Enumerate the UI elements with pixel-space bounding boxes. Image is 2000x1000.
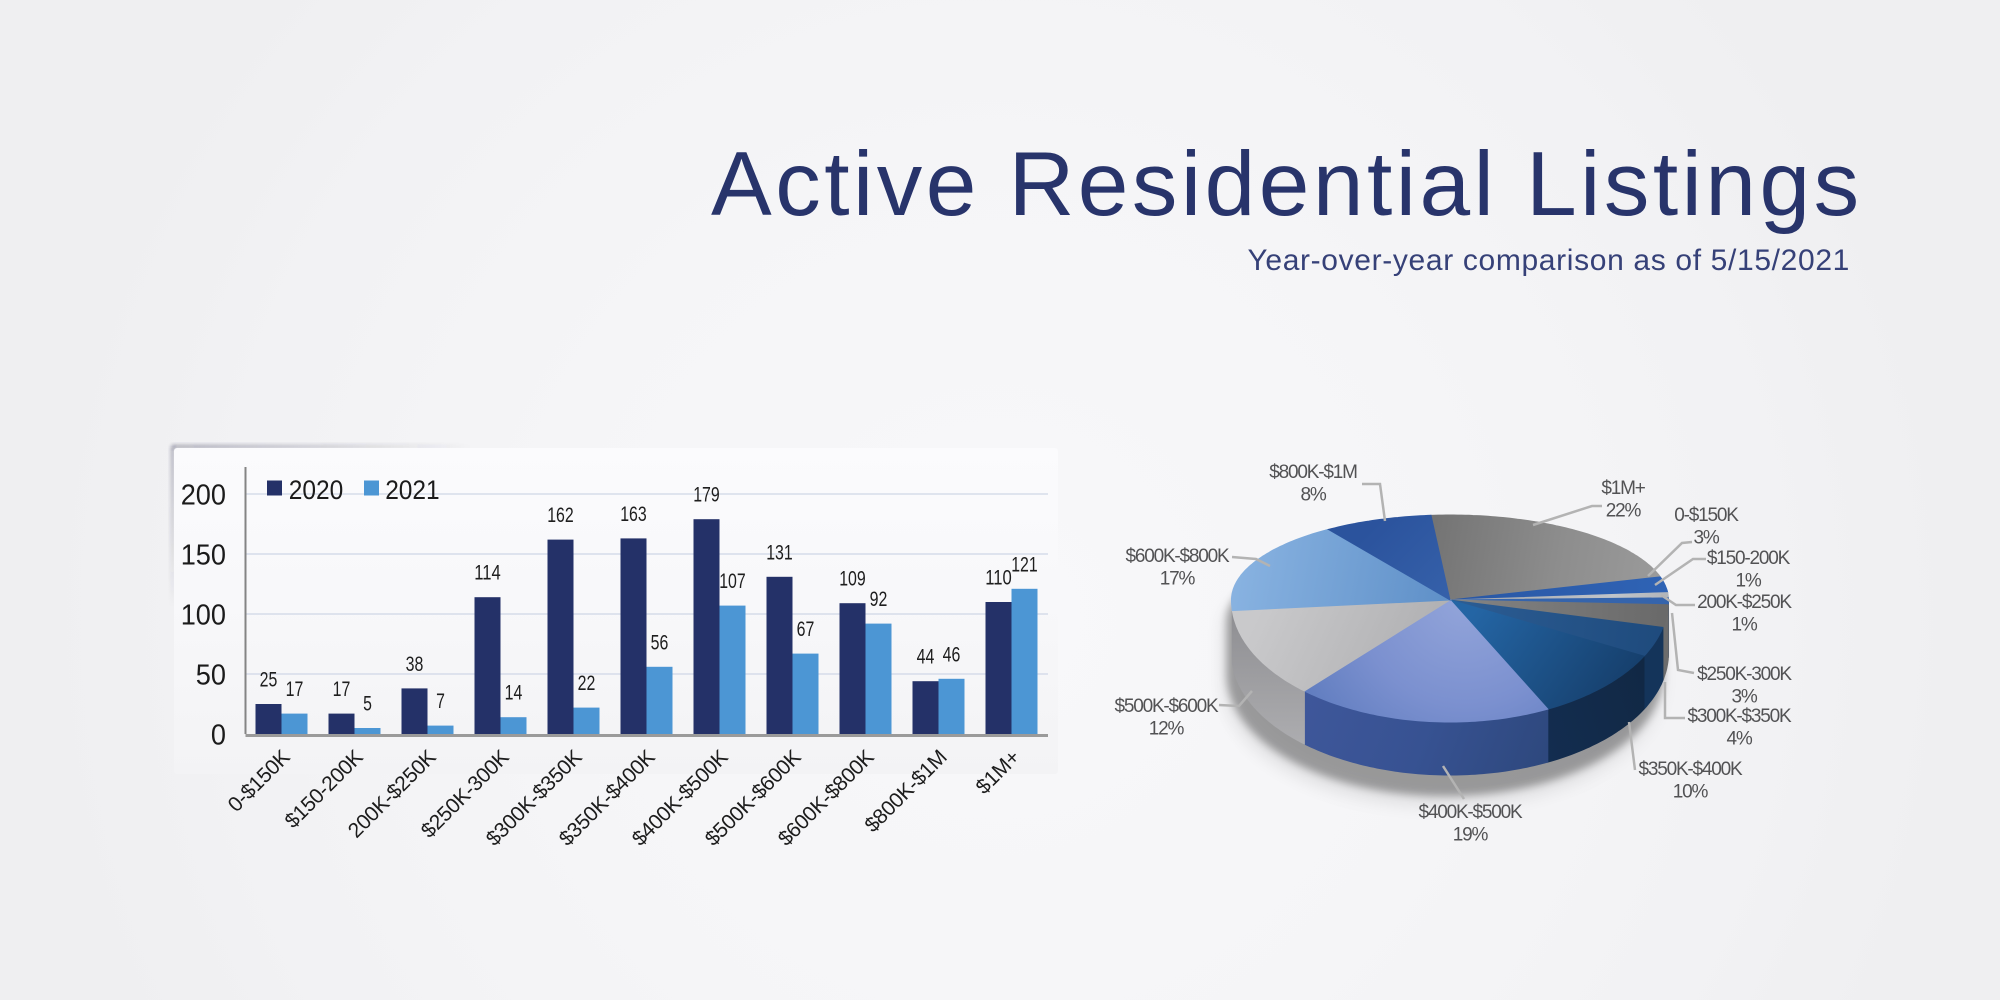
svg-text:44: 44 (917, 646, 935, 669)
svg-text:19%: 19% (1453, 825, 1489, 846)
svg-text:$500K-$600K: $500K-$600K (1114, 696, 1219, 717)
svg-text:14: 14 (505, 682, 523, 705)
svg-text:121: 121 (1011, 553, 1037, 576)
svg-text:0: 0 (211, 720, 226, 752)
svg-text:92: 92 (870, 588, 888, 611)
svg-text:22%: 22% (1606, 501, 1642, 522)
svg-text:179: 179 (693, 484, 720, 507)
svg-text:Year-over-year comparison as o: Year-over-year comparison as of 5/15/202… (1247, 244, 1850, 277)
svg-text:25: 25 (260, 669, 278, 692)
svg-text:163: 163 (620, 503, 647, 526)
svg-text:17%: 17% (1160, 569, 1196, 590)
svg-text:131: 131 (766, 541, 793, 564)
svg-text:162: 162 (547, 504, 574, 527)
svg-text:200K-$250K: 200K-$250K (1697, 592, 1792, 613)
svg-text:110: 110 (985, 567, 1012, 590)
svg-text:150: 150 (181, 540, 226, 572)
svg-text:3%: 3% (1693, 528, 1719, 549)
svg-text:7: 7 (436, 690, 445, 713)
svg-text:$350K-$400K: $350K-$400K (1638, 759, 1743, 780)
svg-text:4%: 4% (1726, 729, 1752, 750)
svg-text:3%: 3% (1731, 687, 1757, 708)
svg-text:2021: 2021 (385, 475, 440, 505)
svg-text:46: 46 (943, 643, 961, 666)
svg-text:200: 200 (181, 480, 226, 512)
svg-text:12%: 12% (1149, 719, 1185, 740)
svg-text:2020: 2020 (289, 475, 344, 505)
svg-text:0-$150K: 0-$150K (1674, 505, 1739, 526)
svg-text:$300K-$350K: $300K-$350K (1687, 706, 1792, 727)
svg-text:$600K-$800K: $600K-$800K (1125, 546, 1230, 567)
svg-text:17: 17 (333, 678, 351, 701)
svg-text:$400K-$500K: $400K-$500K (1418, 802, 1523, 823)
svg-text:1%: 1% (1735, 571, 1761, 592)
svg-text:1%: 1% (1731, 615, 1757, 636)
svg-text:17: 17 (286, 678, 304, 701)
svg-text:109: 109 (839, 568, 866, 591)
svg-text:$1M+: $1M+ (1601, 478, 1645, 499)
svg-text:38: 38 (406, 653, 424, 676)
svg-text:$800K-$1M: $800K-$1M (1269, 462, 1357, 483)
svg-text:10%: 10% (1673, 782, 1709, 803)
svg-text:107: 107 (719, 570, 746, 593)
svg-text:114: 114 (474, 562, 501, 585)
svg-text:8%: 8% (1300, 485, 1326, 506)
svg-text:22: 22 (578, 672, 596, 695)
svg-text:100: 100 (181, 600, 226, 632)
svg-text:Active Residential Listings: Active Residential Listings (711, 134, 1863, 235)
svg-text:5: 5 (363, 693, 372, 716)
svg-text:56: 56 (651, 631, 669, 654)
svg-text:50: 50 (196, 660, 226, 692)
svg-text:67: 67 (797, 618, 815, 641)
svg-text:$250K-300K: $250K-300K (1697, 664, 1792, 685)
svg-text:$150-200K: $150-200K (1707, 548, 1791, 569)
